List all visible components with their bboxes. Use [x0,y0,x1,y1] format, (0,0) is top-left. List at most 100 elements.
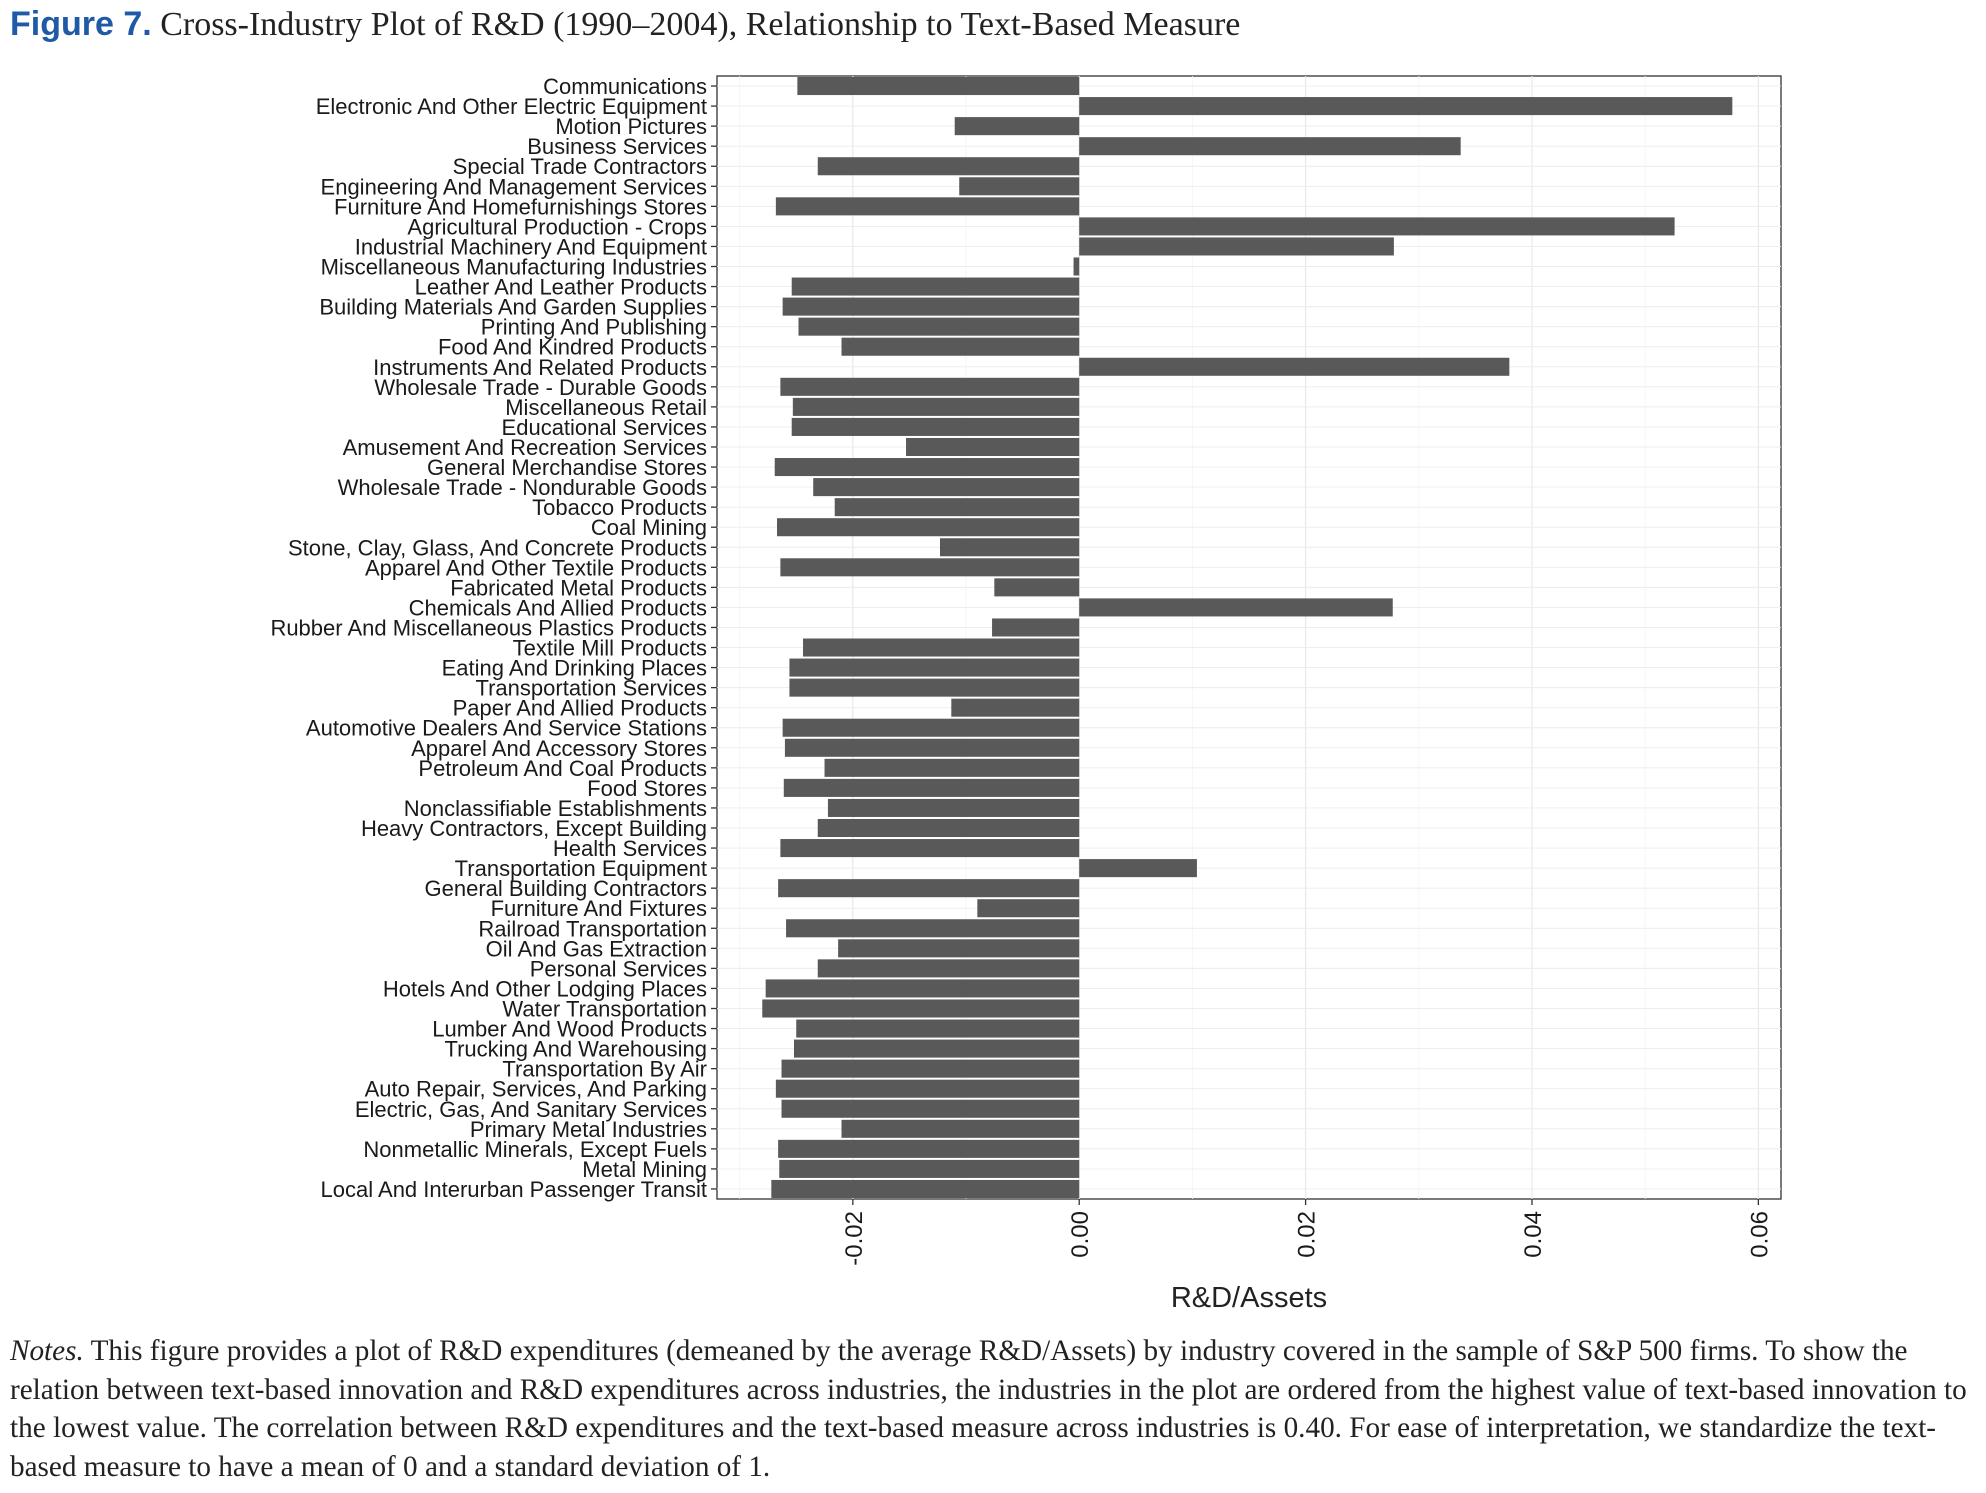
bar [994,578,1080,597]
category-label: Petroleum And Coal Products [418,756,707,781]
bar [784,738,1080,757]
category-label: Motion Pictures [555,114,707,139]
category-label: Leather And Leather Products [415,275,707,300]
bar [1079,357,1510,376]
category-label: Oil And Gas Extraction [486,936,707,961]
bar [775,197,1080,216]
category-label: General Merchandise Stores [427,455,707,480]
bar [838,939,1080,958]
notes-label: Notes. [10,1335,84,1367]
bar [783,778,1080,797]
bar [798,317,1080,336]
x-axis-title: R&D/Assets [1171,1282,1327,1314]
bar [906,437,1080,457]
category-label: Transportation Services [475,676,707,701]
notes-text: This figure provides a plot of R&D expen… [10,1335,1967,1483]
category-label: Coal Mining [591,515,707,540]
bar [782,297,1080,316]
category-label: Printing And Publishing [481,315,707,340]
category-label: Transportation Equipment [455,856,707,881]
category-label: Agricultural Production - Crops [407,214,707,239]
bar [780,839,1080,858]
bar [939,538,1080,557]
bar [803,638,1080,657]
category-label: Wholesale Trade - Nondurable Goods [338,475,707,500]
bar [781,1099,1080,1118]
bar [779,1159,1080,1178]
figure-title: Figure 7. Cross-Industry Plot of R&D (19… [10,4,1240,45]
bar [817,959,1080,978]
bar [780,558,1080,577]
x-tick-label: 0.04 [1520,1211,1547,1258]
bar [778,879,1080,898]
category-label: Nonclassifiable Establishments [404,796,707,821]
category-label: Miscellaneous Manufacturing Industries [321,255,707,280]
bar [951,698,1080,717]
category-label: Heavy Contractors, Except Building [361,816,707,841]
category-label: Personal Services [530,956,707,981]
category-label: Electronic And Other Electric Equipment [316,94,707,119]
bar [782,718,1080,737]
bar [762,999,1080,1018]
bar [774,458,1080,477]
x-tick-label: 0.02 [1294,1211,1321,1258]
category-label: Rubber And Miscellaneous Plastics Produc… [270,615,707,640]
category-label: General Building Contractors [425,876,707,901]
category-label: Water Transportation [502,996,707,1021]
bar [813,478,1080,497]
category-label: Furniture And Fixtures [491,896,707,921]
bar [1079,137,1461,156]
bar [765,979,1080,998]
category-label: Food Stores [587,776,707,801]
category-label: Textile Mill Products [513,636,707,661]
bar [1079,598,1393,617]
bar [977,899,1080,918]
category-label: Engineering And Management Services [321,174,707,199]
category-label: Metal Mining [582,1157,707,1182]
category-label: Electric, Gas, And Sanitary Services [355,1097,707,1122]
category-label: Local And Interurban Passenger Transit [321,1177,707,1202]
bar [789,678,1080,697]
bar [1079,97,1733,116]
bar [776,518,1080,537]
bar [841,1119,1080,1138]
bar [791,277,1080,296]
category-label: Railroad Transportation [478,916,707,941]
category-label: Building Materials And Garden Supplies [319,295,707,320]
category-label: Transportation By Air [502,1057,707,1082]
category-label: Health Services [553,836,707,861]
bar [824,758,1080,777]
category-label: Fabricated Metal Products [450,575,707,600]
category-label: Primary Metal Industries [470,1117,707,1142]
category-label: Industrial Machinery And Equipment [355,234,707,259]
x-axis-ticks: -0.02 0.00 0.02 0.04 0.06 [841,1199,1773,1266]
bar [793,1039,1080,1058]
category-label: Paper And Allied Products [453,696,707,721]
category-label: Automotive Dealers And Service Stations [306,716,707,741]
figure-caption-title: Cross-Industry Plot of R&D (1990–2004), … [160,6,1241,43]
category-label: Stone, Clay, Glass, And Concrete Product… [288,535,707,560]
category-label: Special Trade Contractors [453,154,707,179]
category-label: Miscellaneous Retail [505,395,707,420]
category-label: Eating And Drinking Places [442,656,707,681]
bar [954,117,1080,136]
category-label: Instruments And Related Products [373,355,707,380]
bar [796,1019,1080,1038]
bar [992,618,1080,637]
bar [1079,237,1394,256]
bar [780,377,1080,396]
bar [817,818,1080,838]
bar [775,1079,1080,1098]
bar [791,417,1080,436]
category-label: Auto Repair, Services, And Parking [365,1077,707,1102]
bar [1079,859,1197,878]
category-label: Educational Services [502,415,707,440]
category-label: Hotels And Other Lodging Places [383,976,707,1001]
bar [792,397,1080,416]
bar [1073,257,1080,276]
bars [762,77,1733,1198]
category-label: Nonmetallic Minerals, Except Fuels [363,1137,707,1162]
bar [1079,217,1675,236]
